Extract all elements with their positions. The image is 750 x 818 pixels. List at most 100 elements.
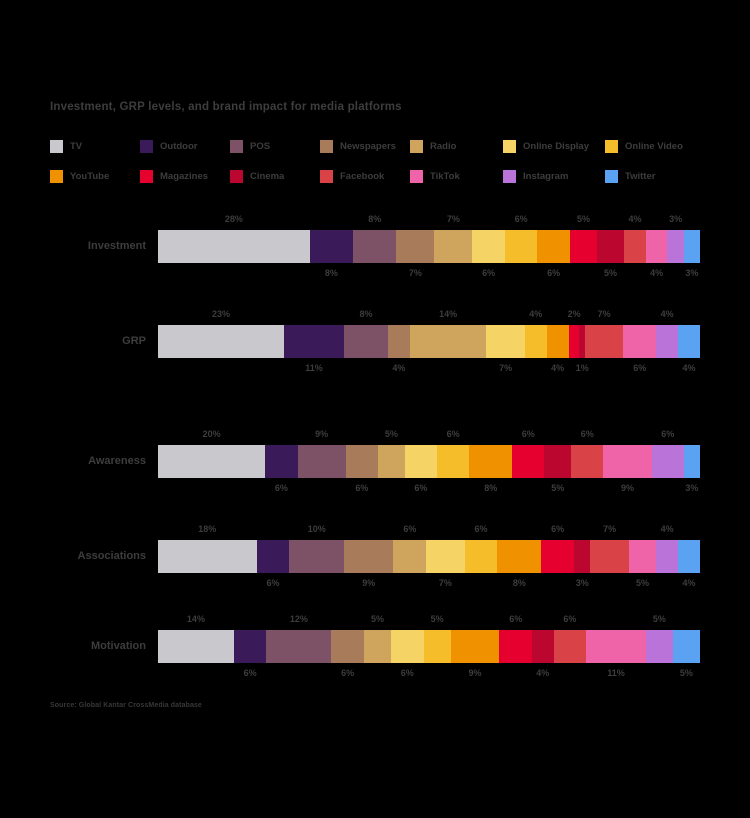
segment-value-label-top: 4% <box>660 524 674 534</box>
bar-segment <box>344 325 388 358</box>
bar-row: 18% 6% 10% 9% 6% 7% 6% 8% 6% 3% 7% 5% 4% 4% <box>158 524 700 588</box>
segment-value-label-bottom: 4% <box>682 363 696 373</box>
legend-label: Online Video <box>625 141 683 152</box>
segment-value-label-top: 7% <box>446 214 460 224</box>
bar-segment <box>645 630 673 663</box>
bar-segment <box>590 540 629 573</box>
legend-item: YouTube <box>50 170 140 183</box>
bar-segment <box>393 540 427 573</box>
segment-value-label-top: 5% <box>576 214 590 224</box>
legend-swatch-icon <box>50 170 63 183</box>
legend-swatch-icon <box>410 140 423 153</box>
segment-value-label-top: 7% <box>597 309 611 319</box>
segment-value-label-bottom: 7% <box>408 268 422 278</box>
stacked-bar <box>158 445 700 478</box>
legend-swatch-icon <box>503 170 516 183</box>
bar-segment <box>265 445 298 478</box>
legend-item: Facebook <box>320 170 410 183</box>
bar-segment <box>387 325 410 358</box>
legend-label: Radio <box>430 141 457 152</box>
segment-value-label-bottom: 3% <box>685 268 699 278</box>
bar-segment <box>574 540 591 573</box>
bar-segment <box>569 230 597 263</box>
segment-value-label-top: 6% <box>521 429 535 439</box>
bar-segment <box>537 230 570 263</box>
bar-segment <box>628 540 657 573</box>
segment-value-label-bottom: 9% <box>621 483 635 493</box>
bar-segment <box>683 230 700 263</box>
legend-item: Twitter <box>605 170 710 183</box>
bar-segment <box>377 445 405 478</box>
stacked-bar <box>158 630 700 663</box>
legend-item: TikTok <box>410 170 503 183</box>
bar-segment <box>344 540 394 573</box>
segment-value-label-bottom: 11% <box>607 668 625 678</box>
segment-value-label-top: 3% <box>669 214 683 224</box>
bar-segment <box>512 445 545 478</box>
bar-segment <box>464 540 498 573</box>
segment-value-label-bottom: 6% <box>274 483 288 493</box>
segment-value-label-bottom: 6% <box>400 668 414 678</box>
bar-segment <box>158 540 257 573</box>
bar-segment <box>645 230 668 263</box>
segment-value-label-bottom: 6% <box>633 363 647 373</box>
bar-segment <box>672 630 700 663</box>
bar-segment <box>158 445 266 478</box>
segment-value-label-bottom: 5% <box>635 578 650 588</box>
segment-value-label-top: 14% <box>439 309 458 319</box>
segment-value-label-bottom: 6% <box>482 268 496 278</box>
bar-segment <box>568 325 580 358</box>
segment-value-label-top: 8% <box>368 214 382 224</box>
bar-segment <box>469 445 513 478</box>
segment-value-label-top: 9% <box>315 429 329 439</box>
segment-value-label-top: 4% <box>660 309 674 319</box>
bar-segment <box>266 630 332 663</box>
segment-value-label-bottom: 7% <box>499 363 513 373</box>
bar-segment <box>158 630 234 663</box>
segment-value-label-top: 6% <box>446 429 460 439</box>
legend-swatch-icon <box>605 140 618 153</box>
segment-value-label-top: 4% <box>628 214 642 224</box>
bar-segment <box>531 630 554 663</box>
legend-label: Online Display <box>523 141 589 152</box>
segment-value-label-top: 6% <box>661 429 675 439</box>
bar-segment <box>297 445 346 478</box>
segment-value-label-top: 6% <box>514 214 528 224</box>
segment-value-label-top: 20% <box>202 429 221 439</box>
bar-segment <box>497 540 542 573</box>
segment-value-label-bottom: 7% <box>438 578 452 588</box>
bar-segment <box>571 445 604 478</box>
segment-value-label-top: 28% <box>224 214 243 224</box>
legend-swatch-icon <box>50 140 63 153</box>
segment-value-label-bottom: 4% <box>536 668 550 678</box>
bar-row: 28% 8% 8% 7% 7% 6% 6% 6% 5% 5% 4% 4% 3% 3% <box>158 214 700 278</box>
source-note: Source: Global Kantar CrossMedia databas… <box>50 702 202 709</box>
legend-label: Twitter <box>625 171 656 182</box>
segment-value-label-top: 10% <box>307 524 326 534</box>
segment-value-label-bottom: 5% <box>679 668 693 678</box>
bar-segment <box>353 230 397 263</box>
segment-value-label-bottom: 11% <box>305 363 323 373</box>
bar-segment <box>331 630 364 663</box>
bar-segment <box>363 630 392 663</box>
legend-item: Online Display <box>503 140 605 153</box>
segment-value-label-bottom: 9% <box>468 668 482 678</box>
legend-item: Outdoor <box>140 140 230 153</box>
row-label: GRP <box>122 335 146 347</box>
segment-value-label-top: 14% <box>186 614 205 624</box>
legend-item: Magazines <box>140 170 230 183</box>
segment-value-label-top: 5% <box>430 614 444 624</box>
bar-segment <box>584 325 624 358</box>
segment-value-label-bottom: 8% <box>484 483 498 493</box>
segment-value-label-bottom: 6% <box>243 668 257 678</box>
legend-label: TikTok <box>430 171 460 182</box>
bar-segment <box>667 230 684 263</box>
segment-value-label-bottom: 6% <box>266 578 280 588</box>
segment-value-label-bottom: 4% <box>392 363 406 373</box>
bar-segment <box>486 325 525 358</box>
chart-title: Investment, GRP levels, and brand impact… <box>50 101 402 113</box>
segment-value-label-bottom: 5% <box>551 483 565 493</box>
bar-segment <box>158 325 284 358</box>
segment-value-label-bottom: 4% <box>551 363 565 373</box>
